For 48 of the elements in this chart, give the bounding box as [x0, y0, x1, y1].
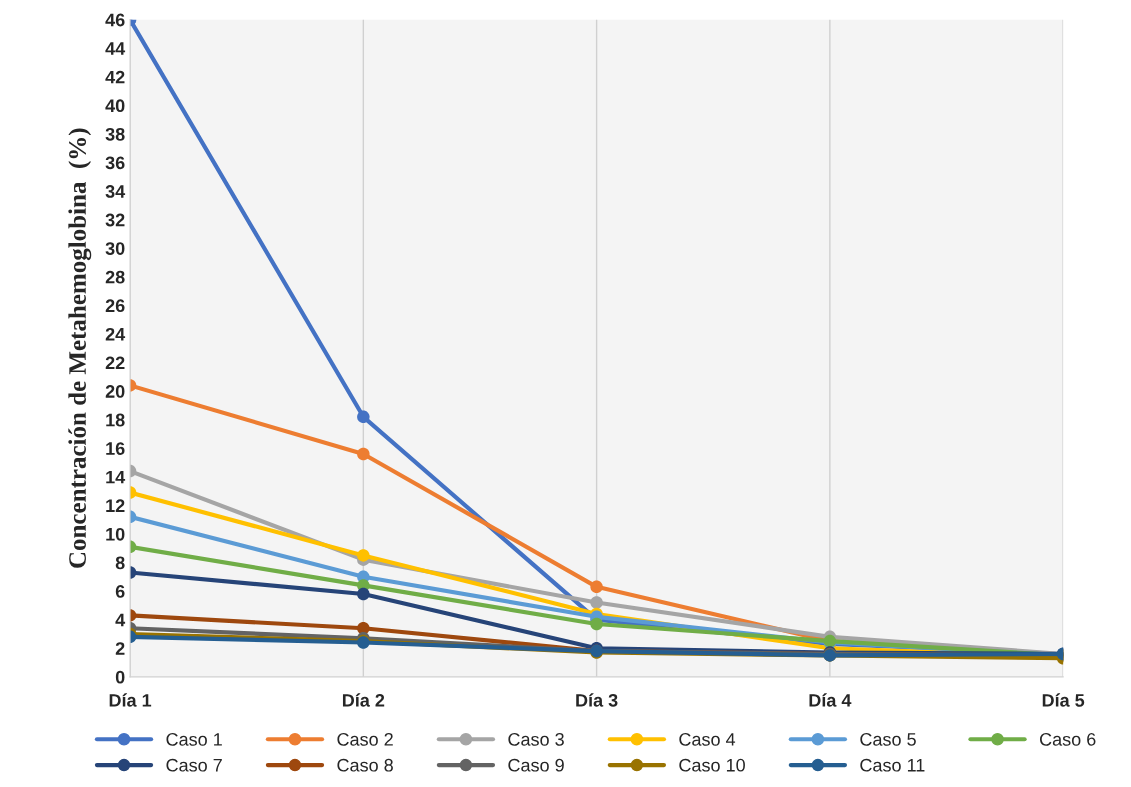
y-tick-label: 22: [105, 356, 125, 370]
point: [590, 596, 603, 609]
point: [357, 549, 370, 562]
point: [357, 447, 370, 461]
y-tick-label: 16: [106, 442, 125, 455]
y-tick-label: 8: [115, 556, 125, 570]
legend-label: Caso 5: [860, 732, 916, 746]
x-tick-label: Día 3: [576, 693, 618, 707]
legend-label: Caso 3: [508, 732, 564, 746]
y-tick-label: 42: [105, 70, 125, 84]
y-tick-label: 6: [115, 585, 125, 598]
y-tick-label: 0: [115, 670, 125, 684]
legend-label: Caso 11: [860, 758, 925, 772]
legend-label: Caso 10: [679, 758, 745, 772]
y-tick-label: 46: [105, 13, 125, 27]
y-tick-label: 36: [105, 156, 125, 170]
y-axis-title: Concentración de Metahemoglobina (%): [68, 128, 92, 568]
legend-label: Caso 2: [337, 732, 393, 746]
x-tick-label: Día 4: [809, 693, 852, 707]
legend-label: Caso 7: [166, 758, 222, 772]
y-tick-label: 44: [105, 42, 126, 55]
y-tick-label: 34: [105, 185, 126, 198]
legend-label: Caso 6: [1039, 732, 1096, 746]
legend-label: Caso 8: [337, 758, 393, 772]
y-tick-label: 2: [115, 642, 125, 655]
y-tick-label: 38: [105, 127, 125, 141]
y-tick-label: 30: [105, 242, 125, 255]
x-tick-label: Día 1: [109, 693, 152, 707]
y-tick-label: 20: [105, 385, 125, 398]
point: [357, 410, 370, 424]
y-tick-label: 26: [105, 299, 125, 313]
y-tick-label: 18: [106, 413, 125, 427]
legend-label: Caso 9: [508, 758, 564, 772]
legend-label: Caso 1: [166, 732, 222, 746]
point: [590, 580, 603, 594]
point: [590, 617, 603, 631]
x-tick-label: Día 2: [342, 693, 385, 707]
y-tick-label: 10: [106, 527, 125, 541]
y-tick-label: 4: [115, 613, 126, 627]
y-tick-label: 12: [106, 499, 125, 512]
y-tick-label: 40: [105, 99, 125, 113]
point: [357, 587, 370, 601]
legend-label: Caso 4: [679, 732, 736, 746]
y-tick-label: 14: [106, 470, 126, 484]
y-tick-label: 24: [105, 327, 126, 341]
y-tick-label: 28: [105, 270, 125, 284]
y-tick-label: 32: [105, 213, 125, 227]
x-tick-label: Día 5: [1042, 693, 1085, 707]
